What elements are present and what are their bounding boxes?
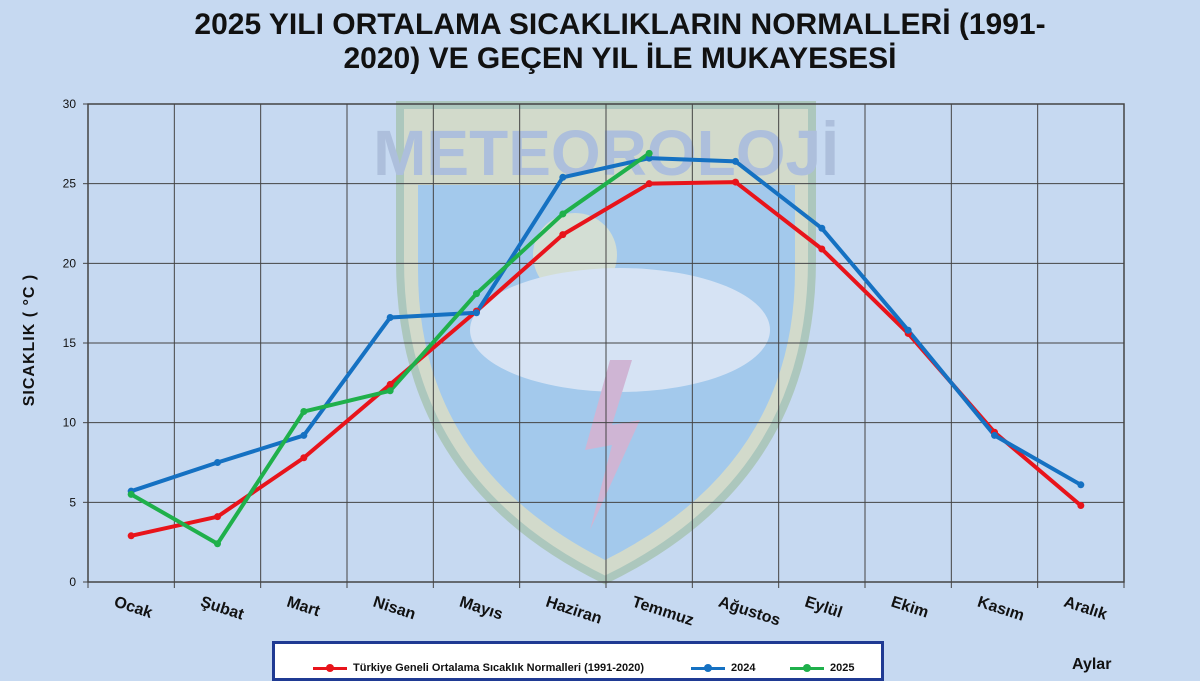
legend-label-normals: Türkiye Geneli Ortalama Sıcaklık Normall… [353,662,645,674]
data-point-1 [386,314,394,322]
data-point-1 [214,459,221,466]
watermark-bolt [585,360,640,530]
data-point-0 [386,380,394,388]
x-tick-label: Ağustos [716,594,782,630]
y-tick-label: 5 [69,495,76,509]
watermark-sun [533,213,617,297]
data-point-1 [732,157,739,165]
x-tick-label: Ekim [889,594,931,622]
data-point-1 [818,224,826,232]
data-point-0 [645,180,653,188]
legend-item-normals: Türkiye Geneli Ortalama Sıcaklık Normall… [313,662,644,674]
data-point-2 [645,149,653,157]
data-point-2 [300,408,308,416]
y-tick-label: 10 [63,416,77,430]
data-point-0 [1077,502,1085,510]
data-point-0 [127,532,135,540]
y-tick-label: 15 [63,336,77,350]
legend-label-2024: 2024 [731,662,756,674]
y-tick-label: 20 [63,256,77,270]
legend: Türkiye Geneli Ortalama Sıcaklık Normall… [272,641,884,681]
data-point-0 [300,454,308,462]
x-tick-label: Kasım [975,594,1026,625]
x-tick-label: Mayıs [457,594,505,624]
data-point-1 [559,173,567,181]
legend-label-2025: 2025 [830,662,855,674]
data-point-1 [473,309,480,317]
data-point-0 [559,231,567,239]
data-point-2 [127,490,135,498]
chart-title-line1: 2025 YILI ORTALAMA SICAKLIKLARIN NORMALL… [194,8,1046,41]
data-point-0 [818,245,826,253]
data-point-2 [386,387,394,395]
x-tick-label: Mart [285,594,323,621]
x-tick-label: Nisan [371,594,418,624]
x-tick-label: Eylül [803,594,845,622]
legend-item-2024: 2024 [691,662,755,674]
series-line-1 [129,156,1083,494]
data-point-1 [300,431,308,439]
y-tick-label: 0 [69,575,76,589]
legend-item-2025: 2025 [790,662,854,674]
x-tick-label: Şubat [198,594,246,624]
data-point-2 [559,210,567,218]
x-tick-label: Haziran [544,594,604,628]
x-tick-label: Aralık [1062,594,1110,624]
data-point-0 [214,513,221,521]
chart-title: 2025 YILI ORTALAMA SICAKLIKLARIN NORMALL… [0,8,1200,76]
data-point-0 [732,178,739,186]
legend-swatch-normals [313,663,347,672]
legend-swatch-2025 [790,663,824,672]
y-tick-label: 25 [63,177,77,191]
watermark-cloud [470,268,770,392]
data-point-1 [904,326,912,334]
legend-swatch-2024 [691,663,725,672]
y-tick-label: 30 [63,97,77,111]
x-tick-label: Ocak [112,594,155,622]
chart-title-line2: 2020) VE GEÇEN YIL İLE MUKAYESESİ [343,42,897,75]
data-point-1 [991,431,998,439]
data-point-2 [473,290,480,298]
x-tick-label: Temmuz [630,594,696,630]
x-axis-label: Aylar [1072,656,1112,673]
data-point-1 [1077,481,1085,489]
data-point-2 [214,540,221,548]
